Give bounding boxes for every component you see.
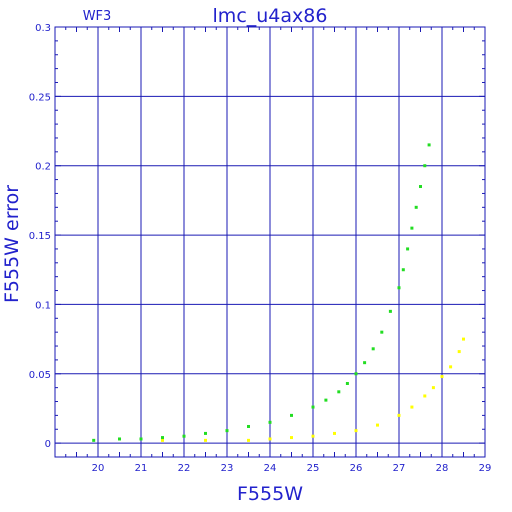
- green-data-point: [406, 247, 410, 251]
- green-data-point: [311, 405, 315, 409]
- green-data-point: [204, 431, 207, 435]
- green-data-point: [345, 381, 349, 385]
- green-data-point: [324, 398, 328, 402]
- yellow-data-point: [290, 436, 293, 440]
- yellow-data-point: [397, 413, 401, 417]
- data-points: [92, 143, 465, 442]
- green-data-point: [401, 268, 405, 272]
- y-tick-labels: 0 0.05 0.1 0.15 0.2 0.25 0.3: [29, 23, 51, 450]
- yellow-data-point: [462, 337, 465, 341]
- green-data-point: [427, 143, 431, 147]
- green-data-point: [161, 436, 164, 440]
- green-data-point: [380, 330, 384, 334]
- green-data-point: [414, 205, 418, 209]
- yellow-data-point: [410, 405, 414, 409]
- green-data-point: [139, 437, 143, 441]
- green-data-point: [290, 413, 293, 417]
- yellow-data-point: [431, 386, 435, 390]
- yellow-data-point: [423, 394, 427, 398]
- x-tick-label: 28: [436, 463, 449, 474]
- yellow-data-point: [333, 431, 336, 435]
- green-data-point: [92, 438, 96, 442]
- green-data-point: [410, 226, 414, 230]
- green-data-point: [371, 347, 375, 351]
- x-tick-label: 29: [479, 463, 492, 474]
- detector-label: WF3: [83, 9, 112, 24]
- x-axis-label: F555W: [237, 483, 303, 505]
- yellow-data-point: [204, 438, 207, 442]
- x-tick-label: 23: [221, 463, 234, 474]
- y-tick-label: 0.25: [29, 92, 51, 103]
- grid-lines: [54, 26, 486, 457]
- yellow-data-point: [268, 437, 272, 441]
- x-tick-labels: 20 21 22 23 24 25 26 27 28 29: [92, 463, 492, 474]
- green-data-point: [354, 372, 358, 376]
- green-data-point: [182, 434, 186, 438]
- x-tick-label: 26: [350, 463, 363, 474]
- green-data-point: [419, 185, 422, 189]
- yellow-data-point: [376, 423, 379, 427]
- green-data-point: [337, 390, 341, 394]
- y-tick-label: 0.1: [35, 300, 51, 311]
- yellow-data-point: [440, 375, 444, 379]
- yellow-data-point: [247, 438, 250, 442]
- y-tick-label: 0.3: [35, 23, 51, 34]
- y-tick-label: 0.05: [29, 370, 51, 381]
- green-data-point: [388, 309, 392, 313]
- yellow-data-point: [311, 434, 315, 438]
- yellow-data-point: [457, 350, 461, 354]
- yellow-data-point: [354, 429, 358, 433]
- green-data-point: [423, 164, 427, 168]
- x-tick-label: 20: [92, 463, 105, 474]
- green-data-point: [225, 429, 229, 433]
- yellow-data-point: [449, 365, 453, 369]
- y-axis-label: F555W error: [1, 185, 23, 303]
- y-tick-label: 0: [45, 439, 51, 450]
- x-tick-label: 25: [307, 463, 320, 474]
- y-tick-label: 0.15: [29, 231, 51, 242]
- green-data-point: [363, 361, 367, 365]
- y-tick-label: 0.2: [35, 162, 51, 173]
- green-data-point: [268, 420, 272, 424]
- plot-frame: [54, 26, 486, 458]
- x-tick-label: 27: [393, 463, 406, 474]
- yellow-data-point: [161, 438, 164, 442]
- x-tick-label: 24: [264, 463, 277, 474]
- green-data-point: [397, 286, 401, 290]
- green-data-point: [247, 424, 250, 428]
- x-tick-label: 22: [178, 463, 191, 474]
- chart-title: lmc_u4ax86: [213, 5, 328, 27]
- x-tick-label: 21: [135, 463, 148, 474]
- green-data-point: [118, 437, 121, 441]
